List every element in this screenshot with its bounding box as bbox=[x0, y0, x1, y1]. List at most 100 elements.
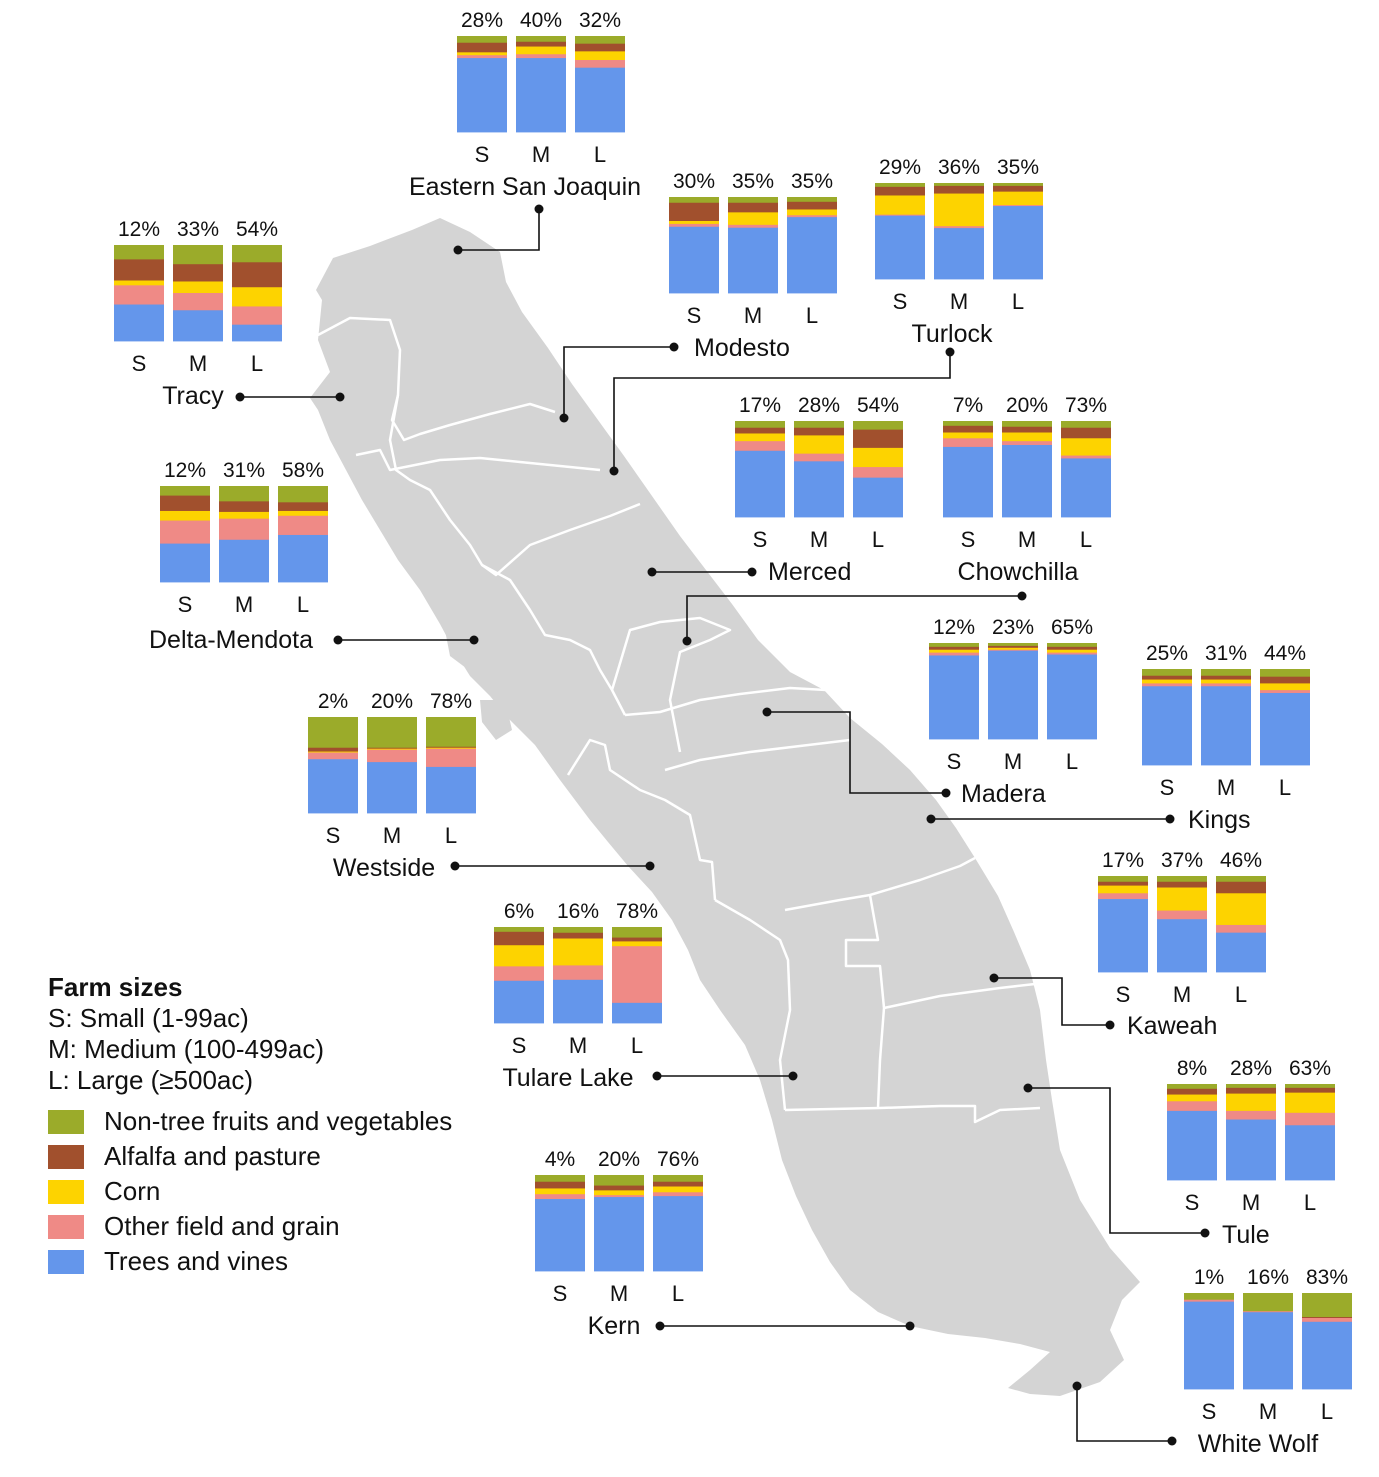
size-tick-modesto-s: S bbox=[687, 303, 702, 328]
share-label-white-wolf-s: 1% bbox=[1194, 1266, 1224, 1289]
bar-segment-chowchilla-l-trees-and-vines bbox=[1061, 458, 1111, 518]
bar-segment-kern-l-corn bbox=[653, 1186, 703, 1193]
legend-label-corn: Corn bbox=[104, 1176, 161, 1206]
bar-segment-madera-m-other-field-and-grain bbox=[988, 649, 1038, 652]
size-tick-kings-l: L bbox=[1279, 775, 1291, 800]
region-tulare-lake: 6% S 16% M 78% L Tulare Lake bbox=[494, 900, 662, 1092]
share-label-chowchilla-m: 20% bbox=[1006, 394, 1048, 417]
bar-segment-madera-s-corn bbox=[929, 649, 979, 653]
bar-segment-white-wolf-l-other-field-and-grain bbox=[1302, 1317, 1352, 1323]
share-label-eastern-san-joaquin-m: 40% bbox=[520, 9, 562, 32]
region-modesto: 30% S 35% M 35% L Modesto bbox=[669, 170, 837, 362]
bar-segment-kern-m-corn bbox=[594, 1190, 644, 1196]
size-tick-westside-s: S bbox=[326, 823, 341, 848]
region-name-tracy: Tracy bbox=[162, 382, 224, 410]
share-label-madera-m: 23% bbox=[992, 616, 1034, 639]
bar-segment-eastern-san-joaquin-s-alfalfa-and-pasture bbox=[457, 42, 507, 53]
size-tick-kaweah-s: S bbox=[1116, 982, 1131, 1007]
bar-segment-tracy-l-trees-and-vines bbox=[232, 324, 282, 342]
bar-segment-tulare-lake-s-trees-and-vines bbox=[494, 980, 544, 1024]
bar-segment-chowchilla-m-corn bbox=[1002, 432, 1052, 442]
size-tick-turlock-m: M bbox=[950, 289, 968, 314]
bar-segment-chowchilla-l-other-field-and-grain bbox=[1061, 455, 1111, 459]
bar-segment-turlock-l-corn bbox=[993, 191, 1043, 206]
bar-segment-tracy-m-alfalfa-and-pasture bbox=[173, 264, 223, 282]
bar-segment-kaweah-s-other-field-and-grain bbox=[1098, 893, 1148, 900]
bar-segment-delta-mendota-s-trees-and-vines bbox=[160, 543, 210, 583]
bar-segment-tule-m-trees-and-vines bbox=[1226, 1119, 1276, 1181]
bar-segment-tracy-l-alfalfa-and-pasture bbox=[232, 262, 282, 288]
bar-segment-turlock-m-alfalfa-and-pasture bbox=[934, 185, 984, 194]
bar-segment-tulare-lake-s-other-field-and-grain bbox=[494, 966, 544, 982]
bar-segment-tracy-s-other-field-and-grain bbox=[114, 285, 164, 305]
bar-segment-madera-m-corn bbox=[988, 647, 1038, 651]
size-tick-westside-m: M bbox=[383, 823, 401, 848]
share-label-kaweah-m: 37% bbox=[1161, 849, 1203, 872]
bar-segment-chowchilla-s-corn bbox=[943, 432, 993, 439]
bar-segment-modesto-m-non-tree-fruits-and-vegetables bbox=[728, 197, 778, 204]
size-tick-delta-mendota-s: S bbox=[178, 592, 193, 617]
bar-segment-eastern-san-joaquin-s-trees-and-vines bbox=[457, 58, 507, 133]
bar-segment-turlock-m-corn bbox=[934, 193, 984, 227]
bar-segment-madera-l-non-tree-fruits-and-vegetables bbox=[1047, 643, 1097, 648]
bar-segment-kings-l-non-tree-fruits-and-vegetables bbox=[1260, 669, 1310, 678]
legend-item-non-tree: Non-tree fruits and vegetables bbox=[48, 1104, 452, 1139]
share-label-kaweah-l: 46% bbox=[1220, 849, 1262, 872]
bar-segment-modesto-l-corn bbox=[787, 209, 837, 216]
legend-item-trees: Trees and vines bbox=[48, 1244, 452, 1279]
legend-label-other-field: Other field and grain bbox=[104, 1211, 340, 1241]
legend-label-trees: Trees and vines bbox=[104, 1246, 289, 1276]
share-label-tule-m: 28% bbox=[1230, 1057, 1272, 1080]
share-label-madera-l: 65% bbox=[1051, 616, 1093, 639]
share-label-merced-l: 54% bbox=[857, 394, 899, 417]
bar-segment-kaweah-m-alfalfa-and-pasture bbox=[1157, 881, 1207, 888]
bar-segment-tracy-s-alfalfa-and-pasture bbox=[114, 259, 164, 281]
share-label-tulare-lake-m: 16% bbox=[557, 900, 599, 923]
size-tick-madera-l: L bbox=[1066, 749, 1078, 774]
bar-segment-turlock-s-other-field-and-grain bbox=[875, 214, 925, 217]
leader-dots bbox=[235, 204, 1210, 1446]
region-name-tule: Tule bbox=[1222, 1221, 1270, 1249]
bar-segment-madera-m-trees-and-vines bbox=[988, 650, 1038, 740]
bar-segment-westside-m-non-tree-fruits-and-vegetables bbox=[367, 717, 417, 749]
bar-segment-white-wolf-m-non-tree-fruits-and-vegetables bbox=[1243, 1293, 1293, 1312]
bar-segment-kings-m-alfalfa-and-pasture bbox=[1201, 675, 1251, 680]
bar-segment-westside-l-other-field-and-grain bbox=[426, 748, 476, 768]
region-eastern-san-joaquin: 28% S 40% M 32% L Eastern San Joaquin bbox=[409, 9, 641, 201]
region-turlock: 29% S 36% M 35% L Turlock bbox=[875, 156, 1043, 348]
legend-swatch-trees bbox=[48, 1249, 84, 1274]
bar-segment-tracy-l-corn bbox=[232, 287, 282, 307]
bar-segment-delta-mendota-s-corn bbox=[160, 510, 210, 521]
bar-segment-westside-m-other-field-and-grain bbox=[367, 749, 417, 763]
bar-segment-merced-m-corn bbox=[794, 435, 844, 455]
bar-segment-madera-l-other-field-and-grain bbox=[1047, 652, 1097, 655]
bar-segment-tule-s-corn bbox=[1167, 1094, 1217, 1102]
share-label-kings-s: 25% bbox=[1146, 642, 1188, 665]
bar-segment-delta-mendota-s-alfalfa-and-pasture bbox=[160, 495, 210, 512]
bar-segment-eastern-san-joaquin-s-non-tree-fruits-and-vegetables bbox=[457, 36, 507, 44]
bar-segment-kings-m-non-tree-fruits-and-vegetables bbox=[1201, 669, 1251, 677]
bar-segment-chowchilla-s-alfalfa-and-pasture bbox=[943, 425, 993, 433]
bar-segment-madera-m-non-tree-fruits-and-vegetables bbox=[988, 643, 1038, 647]
bay-arm bbox=[480, 700, 512, 740]
bar-segment-tulare-lake-l-other-field-and-grain bbox=[612, 946, 662, 1004]
legend-label-non-tree: Non-tree fruits and vegetables bbox=[104, 1106, 453, 1136]
bar-segment-chowchilla-l-non-tree-fruits-and-vegetables bbox=[1061, 421, 1111, 429]
bar-segment-tule-m-alfalfa-and-pasture bbox=[1226, 1087, 1276, 1094]
bar-segment-white-wolf-l-non-tree-fruits-and-vegetables bbox=[1302, 1293, 1352, 1318]
size-tick-kern-m: M bbox=[610, 1281, 628, 1306]
bar-segment-madera-s-non-tree-fruits-and-vegetables bbox=[929, 643, 979, 648]
bar-segment-tracy-m-corn bbox=[173, 281, 223, 294]
bar-segment-tracy-s-non-tree-fruits-and-vegetables bbox=[114, 245, 164, 260]
bar-segment-kings-m-corn bbox=[1201, 679, 1251, 684]
bar-segment-turlock-l-other-field-and-grain bbox=[993, 205, 1043, 207]
share-label-delta-mendota-l: 58% bbox=[282, 459, 324, 482]
bar-segment-kaweah-m-trees-and-vines bbox=[1157, 919, 1207, 973]
share-label-kern-m: 20% bbox=[598, 1148, 640, 1171]
size-tick-turlock-s: S bbox=[893, 289, 908, 314]
share-label-delta-mendota-s: 12% bbox=[164, 459, 206, 482]
size-tick-madera-s: S bbox=[947, 749, 962, 774]
bar-segment-kern-s-non-tree-fruits-and-vegetables bbox=[535, 1175, 585, 1183]
region-name-delta-mendota: Delta-Mendota bbox=[149, 626, 313, 654]
bar-segment-kaweah-s-alfalfa-and-pasture bbox=[1098, 881, 1148, 886]
